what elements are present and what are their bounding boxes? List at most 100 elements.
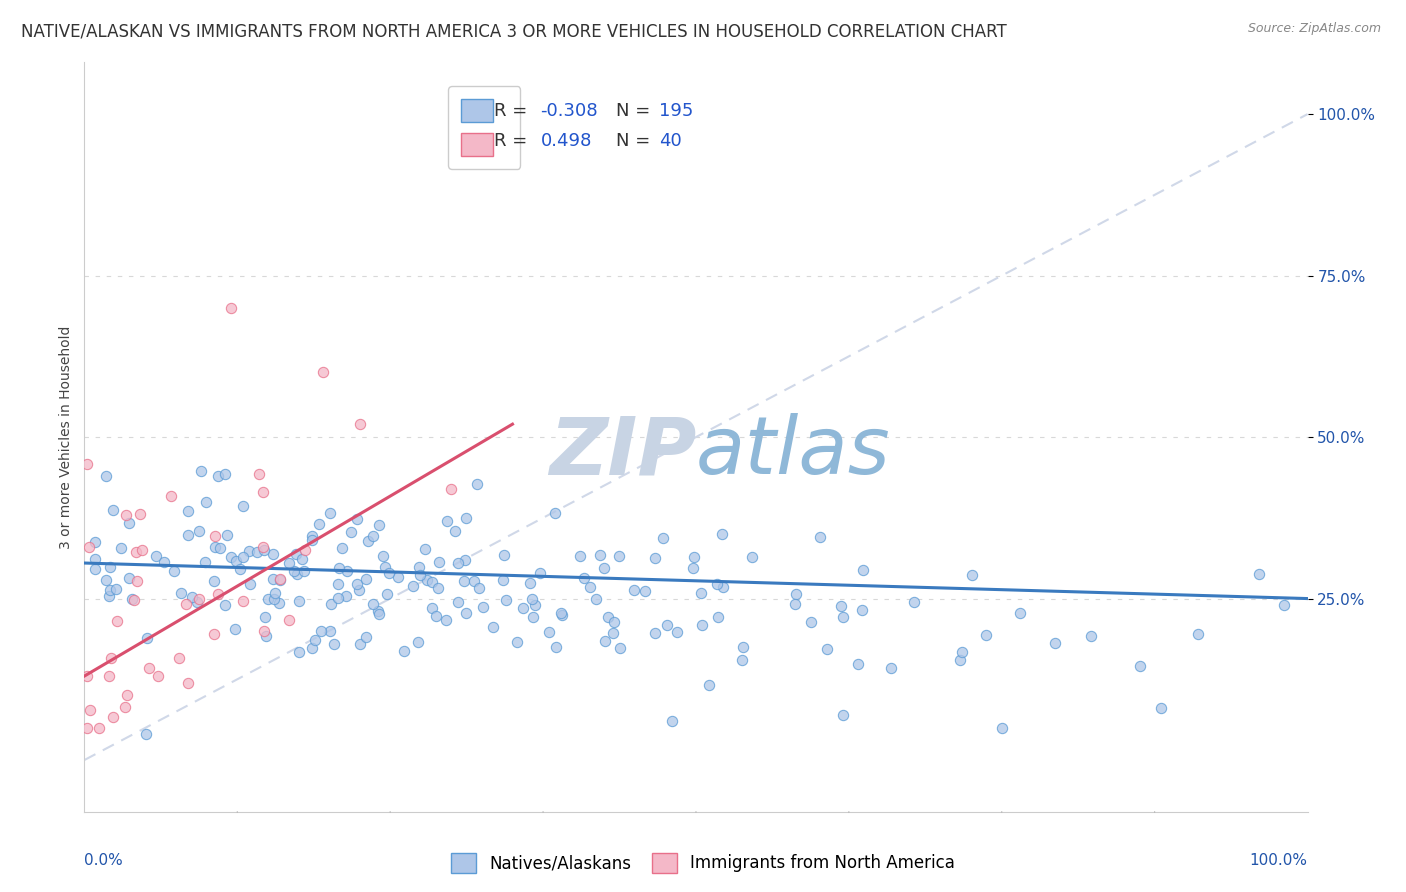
Point bbox=[949, 652, 972, 666]
Point bbox=[267, 596, 290, 610]
Point bbox=[153, 555, 176, 569]
Point bbox=[319, 624, 342, 638]
Point bbox=[427, 581, 450, 595]
Point bbox=[444, 524, 467, 538]
Point bbox=[283, 564, 305, 578]
Point bbox=[506, 635, 529, 649]
Point bbox=[115, 508, 138, 522]
Point bbox=[232, 550, 254, 565]
Point bbox=[121, 592, 143, 607]
Point bbox=[278, 613, 301, 627]
Point bbox=[253, 610, 276, 624]
Point bbox=[413, 542, 436, 557]
Point bbox=[340, 524, 363, 539]
Point bbox=[374, 560, 396, 574]
Y-axis label: 3 or more Vehicles in Household: 3 or more Vehicles in Household bbox=[59, 326, 73, 549]
Point bbox=[118, 571, 141, 585]
Point bbox=[294, 564, 316, 578]
Point bbox=[544, 640, 567, 654]
Point bbox=[602, 626, 624, 640]
Point bbox=[427, 555, 450, 569]
Text: N =: N = bbox=[616, 132, 657, 150]
Point bbox=[538, 625, 561, 640]
Point bbox=[84, 562, 107, 576]
Point bbox=[408, 559, 430, 574]
Point bbox=[1008, 606, 1031, 620]
Point bbox=[336, 564, 359, 578]
Point bbox=[115, 689, 138, 703]
Point bbox=[135, 727, 157, 741]
Point bbox=[252, 485, 274, 500]
Point bbox=[335, 590, 357, 604]
Point bbox=[492, 573, 515, 587]
Point bbox=[194, 555, 217, 569]
Point bbox=[97, 669, 120, 683]
Point bbox=[846, 657, 869, 672]
Point bbox=[94, 469, 117, 483]
Point bbox=[347, 582, 370, 597]
Point bbox=[215, 528, 238, 542]
Point bbox=[589, 549, 612, 563]
Point bbox=[225, 554, 247, 568]
Point bbox=[346, 512, 368, 526]
Point bbox=[219, 301, 242, 315]
Point bbox=[247, 467, 270, 481]
Point bbox=[204, 540, 226, 554]
Point bbox=[416, 573, 439, 587]
Text: ZIP: ZIP bbox=[548, 413, 696, 491]
Point bbox=[98, 583, 121, 598]
Point bbox=[253, 542, 276, 557]
Point bbox=[269, 573, 291, 587]
Point bbox=[219, 550, 242, 565]
Point bbox=[105, 614, 128, 628]
Point bbox=[519, 575, 541, 590]
Point bbox=[524, 598, 547, 612]
Text: R =: R = bbox=[494, 103, 533, 120]
Point bbox=[354, 572, 377, 586]
Text: 0.0%: 0.0% bbox=[84, 853, 124, 868]
Point bbox=[512, 601, 534, 615]
Point bbox=[214, 599, 236, 613]
Point bbox=[294, 543, 316, 558]
Point bbox=[214, 467, 236, 481]
Point bbox=[402, 579, 425, 593]
Point bbox=[229, 562, 252, 576]
Point bbox=[950, 645, 973, 659]
Point bbox=[136, 631, 159, 645]
Point bbox=[831, 707, 853, 722]
Point bbox=[195, 495, 218, 509]
Point bbox=[731, 640, 754, 655]
Point bbox=[551, 607, 574, 622]
Point bbox=[634, 584, 657, 599]
Point bbox=[188, 524, 211, 538]
Point bbox=[1043, 635, 1066, 649]
Point bbox=[785, 587, 807, 601]
Legend: Natives/Alaskans, Immigrants from North America: Natives/Alaskans, Immigrants from North … bbox=[444, 847, 962, 880]
Point bbox=[706, 576, 728, 591]
Point bbox=[1080, 629, 1102, 643]
Point bbox=[87, 721, 110, 735]
Point bbox=[1249, 566, 1271, 581]
Point bbox=[711, 580, 734, 594]
Point bbox=[783, 597, 806, 611]
Point bbox=[167, 650, 190, 665]
Text: N =: N = bbox=[616, 103, 657, 120]
Point bbox=[593, 561, 616, 575]
Point bbox=[97, 589, 120, 603]
Point bbox=[308, 516, 330, 531]
Point bbox=[309, 624, 332, 638]
Point bbox=[322, 636, 344, 650]
Point bbox=[122, 593, 145, 607]
Point bbox=[145, 549, 167, 563]
Point bbox=[644, 551, 666, 566]
Point bbox=[125, 574, 148, 589]
Point bbox=[578, 580, 600, 594]
Point bbox=[304, 633, 326, 648]
Point bbox=[661, 714, 683, 729]
Point bbox=[77, 540, 100, 554]
Point bbox=[880, 660, 903, 674]
Point bbox=[378, 566, 401, 580]
Point bbox=[655, 618, 678, 632]
Point bbox=[209, 541, 232, 555]
Point bbox=[434, 614, 457, 628]
